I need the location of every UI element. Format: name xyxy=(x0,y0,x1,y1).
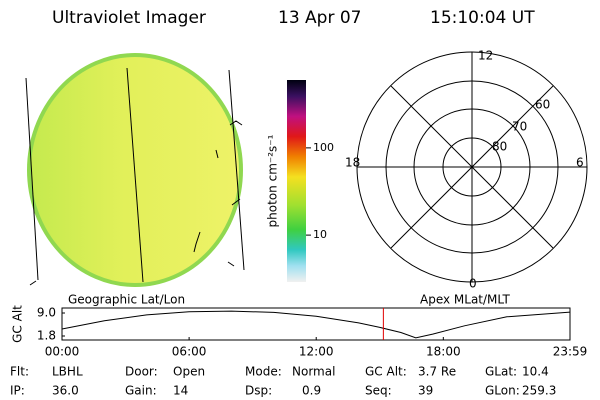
y-tick-label: 1.8 xyxy=(37,329,56,343)
date: 13 Apr 07 xyxy=(278,8,361,28)
lat-label: 60 xyxy=(535,98,550,112)
y-tick-label: 9.0 xyxy=(37,306,56,320)
info-value: 10.4 xyxy=(522,365,549,379)
polar-grid: 12 6 0 18 60 70 80 xyxy=(345,49,588,291)
altitude-curve xyxy=(61,310,571,339)
info-value: 0.9 xyxy=(302,384,321,398)
time: 15:10:04 UT xyxy=(430,8,535,28)
coastline xyxy=(29,120,243,286)
mlt-label: 6 xyxy=(576,156,584,170)
y-axis-label: GC Alt xyxy=(11,305,25,343)
info-label: Gain: xyxy=(125,384,157,398)
x-tick-label: 06:00 xyxy=(172,345,207,359)
colorbar-tick-label: 100 xyxy=(313,141,334,154)
info-value: Open xyxy=(173,365,205,379)
mlt-label: 18 xyxy=(345,156,360,170)
info-label: Dsp: xyxy=(245,384,272,398)
info-label: GLon: xyxy=(485,384,520,398)
x-tick-label: 12:00 xyxy=(299,345,334,359)
lat-label: 70 xyxy=(512,120,527,134)
uv-image xyxy=(25,53,245,287)
colorbar-tick-label: 10 xyxy=(313,228,327,241)
info-value: 3.7 Re xyxy=(418,365,456,379)
info-label: Door: xyxy=(125,365,158,379)
image-caption: Geographic Lat/Lon xyxy=(68,293,185,307)
info-value: LBHL xyxy=(52,365,83,379)
meridian xyxy=(228,69,245,271)
colorbar xyxy=(287,80,306,282)
info-value: 259.3 xyxy=(522,384,556,398)
info-label: IP: xyxy=(10,384,25,398)
x-tick-label: 00:00 xyxy=(45,345,80,359)
plot-frame xyxy=(61,307,571,341)
info-value: 39 xyxy=(418,384,433,398)
polar-caption: Apex MLat/MLT xyxy=(420,293,510,307)
info-label: Flt: xyxy=(10,365,29,379)
info-value: 36.0 xyxy=(52,384,79,398)
info-label: Mode: xyxy=(245,365,282,379)
info-label: GC Alt: xyxy=(365,365,407,379)
info-value: 14 xyxy=(173,384,188,398)
x-tick-label: 18:00 xyxy=(426,345,461,359)
meridian xyxy=(25,77,39,281)
x-tick-label: 23:59 xyxy=(553,345,588,359)
meridian xyxy=(126,67,144,283)
info-value: Normal xyxy=(292,365,335,379)
lat-label: 80 xyxy=(492,140,507,154)
mlt-label: 12 xyxy=(478,49,493,63)
info-label: Seq: xyxy=(365,384,392,398)
info-label: GLat: xyxy=(485,365,517,379)
instrument-title: Ultraviolet Imager xyxy=(52,8,206,28)
mlt-label: 0 xyxy=(469,277,477,291)
colorbar-label: photon cm⁻²s⁻¹ xyxy=(266,134,280,227)
axis xyxy=(390,85,554,249)
